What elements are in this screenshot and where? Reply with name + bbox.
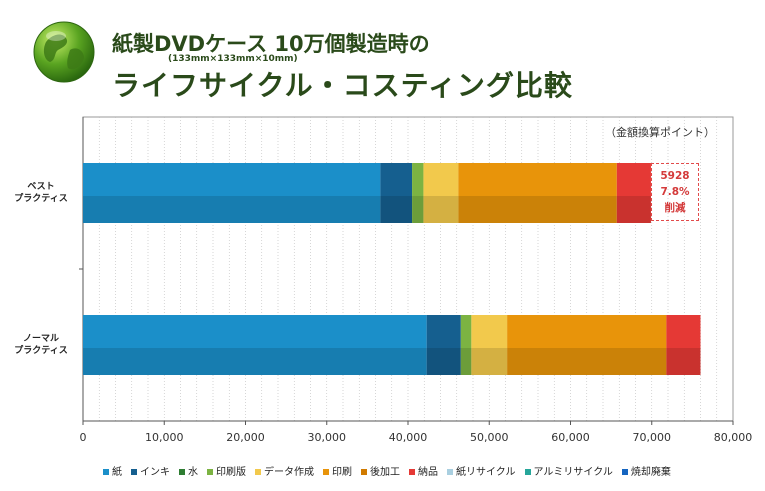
legend-item: 印刷版: [207, 463, 246, 478]
bar-segment-shade: [83, 196, 381, 223]
legend-label: 水: [188, 467, 198, 478]
x-tick-label: 60,000: [551, 431, 590, 444]
x-tick-label: 70,000: [632, 431, 672, 444]
category-label: ベスト プラクティス: [6, 181, 76, 205]
reduction-label: 削減: [664, 202, 686, 214]
legend-item: 納品: [409, 463, 438, 478]
legend-label: 紙: [112, 467, 122, 478]
bar-segment-shade: [458, 196, 617, 223]
legend-swatch: [103, 469, 109, 475]
legend-label: 印刷: [332, 467, 352, 478]
reduction-percent: 7.8%: [660, 186, 690, 198]
legend-swatch: [255, 469, 261, 475]
globe-icon: [33, 21, 95, 83]
reduction-annotation: 5928 7.8% 削減: [651, 163, 699, 221]
legend-label: 後加工: [370, 467, 400, 478]
category-label-line: ノーマル: [22, 334, 59, 344]
bar-segment-shade: [423, 196, 459, 223]
legend-item: 紙リサイクル: [447, 463, 516, 478]
legend-item: アルミリサイクル: [524, 463, 613, 478]
legend-swatch: [409, 469, 415, 475]
x-tick-label: 50,000: [470, 431, 509, 444]
bar-segment-shade: [426, 348, 461, 375]
legend-item: 焼却廃棄: [621, 463, 671, 478]
legend-item: 水: [179, 463, 198, 478]
x-tick-label: 10,000: [145, 431, 184, 444]
legend-label: 納品: [418, 467, 438, 478]
category-label: ノーマルプラクティス: [6, 333, 76, 357]
legend: 紙 インキ 水 印刷版 データ作成 印刷 後加工 納品 紙リサイクル アルミリサイクル 焼却廃棄: [103, 463, 743, 478]
reduction-value: 5928: [660, 170, 690, 182]
legend-item: 印刷: [323, 463, 352, 478]
legend-item: 後加工: [361, 463, 400, 478]
legend-swatch: [621, 469, 628, 475]
legend-label: 紙リサイクル: [456, 467, 516, 478]
bar-segment: [380, 163, 413, 223]
category-label-line: プラクティス: [14, 194, 68, 204]
x-tick-label: 0: [79, 431, 87, 444]
bar-segment-shade: [616, 196, 651, 223]
bar-segment-shade: [666, 348, 701, 375]
header: 紙製DVDケース 10万個製造時の (133mm×133mm×10mm) ライフ…: [0, 0, 765, 110]
legend-swatch: [207, 469, 213, 475]
legend-item: 紙: [103, 463, 122, 478]
chart-title-line2: ライフサイクル・コスティング比較: [112, 69, 573, 102]
x-tick-label: 30,000: [307, 431, 347, 444]
x-tick-label: 80,000: [713, 431, 753, 444]
legend-swatch: [447, 469, 453, 475]
bar-segment: [507, 315, 667, 375]
bar-segment: [666, 315, 701, 375]
bar-segment-shade: [507, 348, 667, 375]
legend-item: インキ: [131, 463, 170, 478]
legend-label: 焼却廃棄: [630, 467, 671, 478]
legend-label: インキ: [140, 467, 170, 478]
legend-label: データ作成: [264, 467, 314, 478]
bar-segment: [458, 163, 617, 223]
category-label-line: ベスト: [27, 182, 55, 192]
bar-segment: [412, 163, 424, 223]
bar-segment: [426, 315, 461, 375]
bar-segment: [471, 315, 508, 375]
legend-label: アルミリサイクル: [533, 467, 613, 478]
bar-segment-shade: [380, 196, 413, 223]
bar-segment: [616, 163, 651, 223]
chart-subtitle: (133mm×133mm×10mm): [168, 54, 298, 64]
chart-title-line1: 紙製DVDケース 10万個製造時の: [112, 32, 430, 56]
legend-swatch: [131, 469, 137, 475]
legend-label: 印刷版: [216, 467, 246, 478]
legend-swatch: [361, 469, 367, 475]
bar-segment-shade: [412, 196, 424, 223]
bar-segment: [460, 315, 472, 375]
bar-segment-shade: [471, 348, 508, 375]
unit-note: （金額換算ポイント）: [605, 126, 715, 139]
category-label-line: プラクティス: [14, 346, 68, 356]
bar-segment: [423, 163, 459, 223]
legend-item: データ作成: [255, 463, 314, 478]
legend-swatch: [524, 469, 531, 475]
bar-segment: [83, 315, 427, 375]
bar-segment: [83, 163, 381, 223]
legend-swatch: [179, 469, 185, 475]
x-tick-label: 20,000: [226, 431, 265, 444]
bar-segment-shade: [460, 348, 472, 375]
legend-swatch: [323, 469, 329, 475]
bar-segment-shade: [83, 348, 427, 375]
x-tick-label: 40,000: [388, 431, 428, 444]
